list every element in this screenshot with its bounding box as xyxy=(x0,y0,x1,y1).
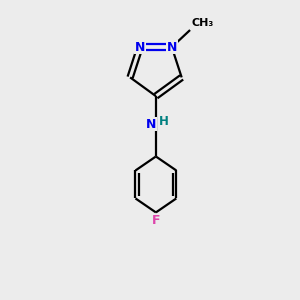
Text: F: F xyxy=(152,214,160,227)
Text: CH₃: CH₃ xyxy=(191,18,214,28)
Text: N: N xyxy=(146,118,157,130)
Text: N: N xyxy=(135,40,145,54)
Text: N: N xyxy=(167,40,177,54)
Text: H: H xyxy=(159,115,169,128)
